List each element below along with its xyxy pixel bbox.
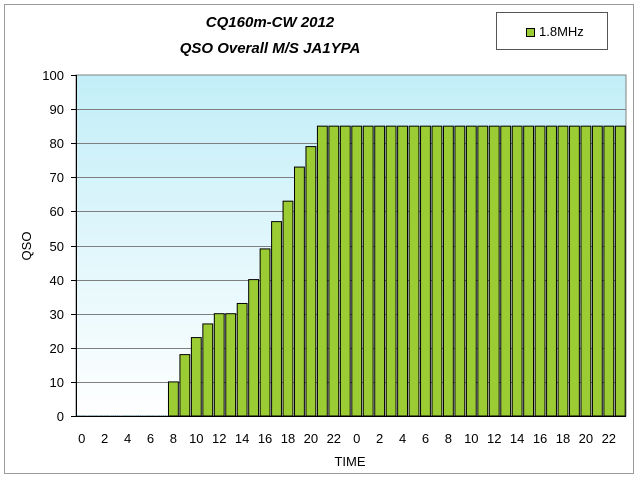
y-tick-label: 20: [50, 341, 64, 356]
x-tick-label: 22: [602, 431, 616, 446]
bar: [248, 279, 260, 417]
bar: [500, 125, 512, 417]
bar: [190, 337, 202, 417]
bar: [167, 381, 179, 417]
bar: [488, 125, 500, 417]
bar: [603, 125, 615, 417]
bar: [454, 125, 466, 417]
bar: [225, 313, 237, 417]
bar: [271, 221, 282, 417]
x-axis-label: TIME: [334, 454, 365, 469]
x-tick-label: 18: [281, 431, 295, 446]
bar: [351, 125, 363, 417]
y-tick-label: 60: [50, 204, 64, 219]
bar: [591, 125, 603, 417]
bar: [408, 125, 420, 417]
bar: [397, 125, 408, 417]
x-tick-label: 8: [170, 431, 177, 446]
x-tick-label: 2: [101, 431, 108, 446]
x-tick-label: 10: [464, 431, 478, 446]
legend: 1.8MHz: [496, 12, 608, 50]
y-tick-label: 30: [50, 307, 64, 322]
bar: [213, 313, 225, 417]
x-tick-label: 2: [376, 431, 383, 446]
bar: [614, 125, 626, 417]
bar: [316, 125, 328, 417]
chart-title: CQ160m-CW 2012: [205, 14, 335, 31]
bar: [282, 200, 294, 417]
x-tick-label: 6: [147, 431, 154, 446]
bar: [294, 166, 305, 417]
bar: [339, 125, 351, 417]
bar: [442, 125, 454, 417]
x-tick-label: 0: [353, 431, 360, 446]
x-tick-label: 6: [422, 431, 429, 446]
y-tick-label: 80: [50, 136, 64, 151]
bar: [236, 302, 248, 417]
chart-subtitle: QSO Overall M/S JA1YPA: [179, 40, 361, 57]
plot-area: [75, 74, 627, 417]
x-tick-label: 22: [327, 431, 341, 446]
bar: [179, 354, 191, 417]
y-axis-label: QSO: [19, 232, 34, 261]
bar: [557, 125, 569, 417]
x-tick-label: 10: [189, 431, 203, 446]
x-tick-label: 8: [445, 431, 452, 446]
bar: [523, 125, 535, 417]
bar: [534, 125, 546, 417]
bar: [385, 125, 397, 417]
x-tick-label: 0: [78, 431, 85, 446]
x-tick-label: 4: [124, 431, 131, 446]
bar: [420, 125, 431, 417]
bar: [374, 125, 386, 417]
x-tick-label: 12: [212, 431, 226, 446]
x-tick-label: 20: [304, 431, 318, 446]
bar: [328, 125, 340, 417]
bar: [305, 146, 317, 417]
bar: [477, 125, 489, 417]
bar: [431, 125, 443, 417]
x-tick-label: 20: [579, 431, 593, 446]
y-tick-label: 40: [50, 273, 64, 288]
bar: [259, 248, 271, 417]
y-tick-label: 70: [50, 170, 64, 185]
bar: [362, 125, 374, 417]
x-tick-label: 12: [487, 431, 501, 446]
x-tick-label: 16: [533, 431, 547, 446]
x-tick-label: 14: [510, 431, 524, 446]
bar: [511, 125, 523, 417]
x-tick-label: 4: [399, 431, 406, 446]
bar: [465, 125, 477, 417]
y-tick-label: 100: [42, 68, 64, 83]
x-tick-label: 18: [556, 431, 570, 446]
bar: [546, 125, 557, 417]
y-tick-label: 90: [50, 102, 64, 117]
y-tick-label: 0: [57, 409, 64, 424]
legend-label: 1.8MHz: [539, 24, 584, 39]
bar: [580, 125, 592, 417]
y-tick-label: 10: [50, 375, 64, 390]
x-tick-label: 14: [235, 431, 249, 446]
bar: [569, 125, 580, 417]
legend-swatch: [526, 28, 535, 37]
bar: [202, 323, 214, 417]
y-tick-label: 50: [50, 239, 64, 254]
x-tick-label: 16: [258, 431, 272, 446]
